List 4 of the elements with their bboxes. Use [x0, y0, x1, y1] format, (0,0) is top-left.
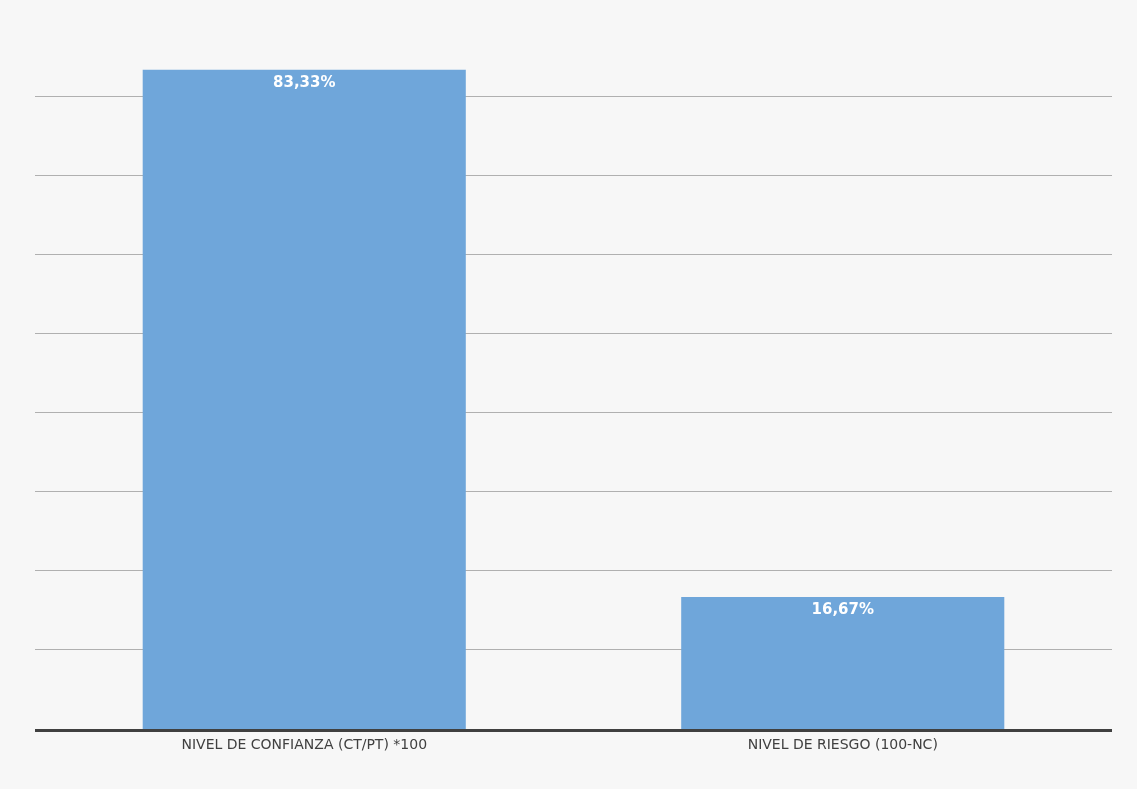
data-label: 16,67% — [811, 600, 874, 619]
x-tick-label: NIVEL DE RIESGO (100-NC) — [747, 735, 938, 752]
data-label: 83,33% — [273, 72, 336, 91]
x-tick-label: NIVEL DE CONFIANZA (CT/PT) *100 — [181, 735, 428, 752]
